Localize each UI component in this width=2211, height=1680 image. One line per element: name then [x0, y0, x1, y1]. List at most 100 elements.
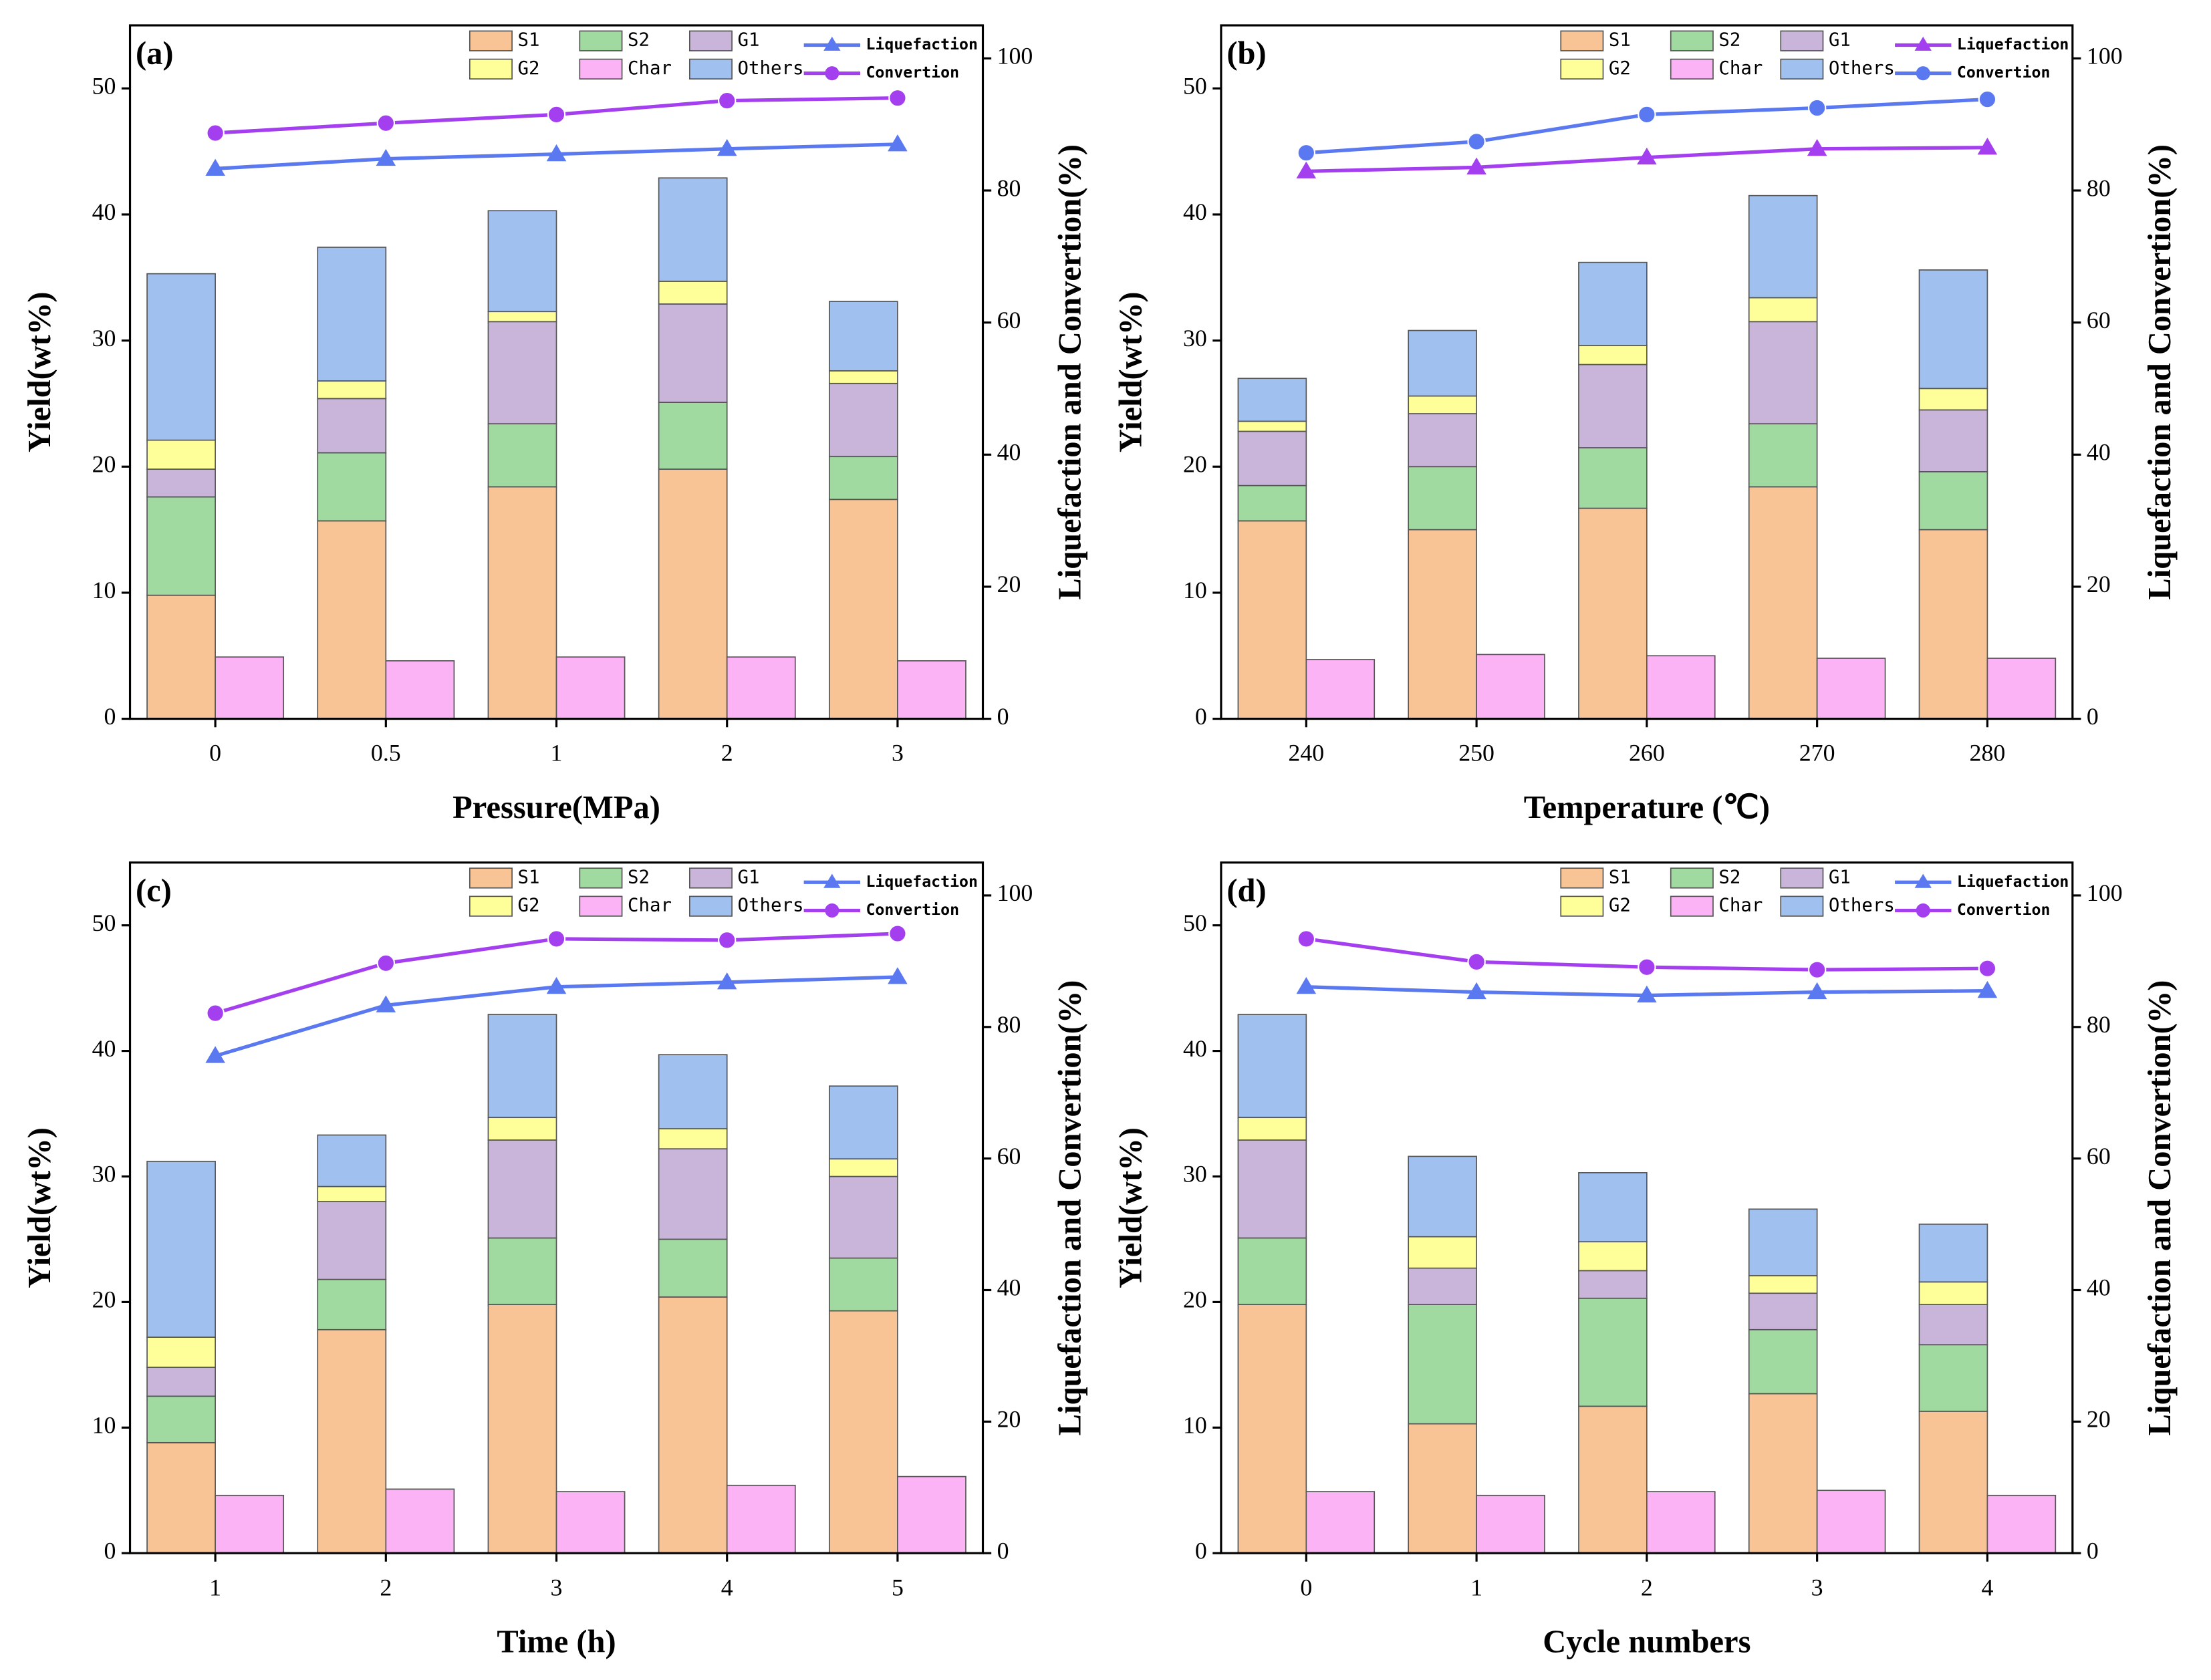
x-axis-title: Temperature (℃): [1524, 790, 1770, 825]
legend-label: S2: [1718, 867, 1740, 887]
y-tick-label: 0: [104, 703, 116, 730]
bar-segment: [146, 1161, 216, 1338]
bar-segment: [1578, 345, 1648, 366]
bar-segment: [487, 1117, 557, 1141]
legend-label: G1: [1829, 867, 1851, 887]
bar-segment: [317, 1201, 387, 1280]
legend-label: S1: [518, 867, 540, 887]
x-tick-label: 3: [551, 1574, 563, 1600]
y-tick-label: 30: [1183, 325, 1207, 352]
legend-label: S1: [1609, 30, 1631, 51]
y2-tick-label: 100: [997, 879, 1033, 906]
x-axis-title: Time (h): [497, 1624, 616, 1659]
y2-tick-label: 60: [2087, 307, 2111, 333]
bar: [555, 656, 626, 720]
legend-swatch: [1780, 867, 1824, 889]
legend-label: G2: [1609, 58, 1631, 79]
y-tick-label: 0: [104, 1537, 116, 1564]
bar-segment: [1748, 1275, 1818, 1294]
y-tick-label: 20: [1183, 1286, 1207, 1313]
bar-segment: [1918, 1344, 1988, 1412]
bar-segment: [1578, 507, 1648, 720]
bar-segment: [317, 380, 387, 400]
legend-marker: [1914, 873, 1932, 888]
bar: [726, 656, 796, 720]
bar-segment: [1237, 1117, 1307, 1141]
bar-segment: [658, 1128, 728, 1149]
bar: [1816, 1490, 1886, 1554]
y2-tick-label: 40: [2087, 439, 2111, 466]
legend-swatch: [1670, 58, 1714, 80]
bar-segment: [658, 303, 728, 403]
bar-segment: [1408, 395, 1477, 414]
bar: [1476, 1494, 1545, 1554]
bar-segment: [487, 210, 557, 313]
x-tick-label: 2: [1641, 1574, 1653, 1600]
panel-label: (c): [136, 873, 172, 908]
marker: [547, 930, 566, 948]
bar-segment: [1748, 321, 1818, 424]
legend-swatch: [579, 867, 623, 889]
legend-swatch: [1670, 895, 1714, 917]
y-tick-label: 30: [92, 325, 116, 352]
bar-segment: [828, 1085, 898, 1160]
legend-label: Char: [1718, 58, 1763, 79]
bar-segment: [146, 468, 216, 498]
legend-label: Liquefaction: [1957, 873, 2069, 891]
bar-segment: [658, 281, 728, 305]
bar-segment: [1578, 447, 1648, 509]
bar-segment: [1918, 269, 1988, 390]
marker: [1807, 98, 1827, 118]
bar-segment: [317, 247, 387, 382]
bar-segment: [317, 398, 387, 454]
bar-segment: [1578, 364, 1648, 448]
legend-swatch: [579, 30, 623, 51]
y-axis-title: Yield(wt%): [1113, 1127, 1148, 1288]
bar-segment: [1748, 1208, 1818, 1276]
bar: [215, 656, 285, 720]
panel-label: (b): [1226, 35, 1266, 71]
legend-swatch: [1780, 30, 1824, 51]
marker: [888, 924, 907, 943]
legend-marker: [825, 903, 839, 918]
marker: [888, 134, 908, 152]
legend-marker: [1916, 66, 1930, 81]
x-tick-label: 5: [892, 1574, 904, 1600]
bar-segment: [146, 273, 216, 441]
bar-segment: [658, 1054, 728, 1129]
legend-label: G1: [1829, 30, 1851, 51]
legend-marker: [825, 66, 839, 81]
y-tick-label: 30: [1183, 1161, 1207, 1187]
bar-segment: [1578, 1297, 1648, 1407]
bar-segment: [146, 439, 216, 470]
marker: [888, 88, 907, 108]
legend-marker: [823, 873, 841, 888]
legend-label: S2: [628, 30, 650, 51]
y2-axis-title: Liquefaction and Convertion(%): [1053, 144, 1088, 600]
bar-segment: [658, 1148, 728, 1240]
legend-label: Others: [1829, 58, 1895, 79]
bar-segment: [1748, 1393, 1818, 1554]
bar-segment: [828, 1158, 898, 1177]
bar-segment: [146, 1395, 216, 1443]
bar-segment: [487, 1304, 557, 1554]
bar: [897, 660, 966, 720]
y-tick-label: 40: [1183, 1035, 1207, 1062]
bar-segment: [1408, 529, 1477, 720]
bar: [215, 1494, 285, 1554]
bar: [1986, 1494, 2057, 1554]
bar: [1305, 659, 1376, 720]
panel: 0 10 20 30 40 50 0 20 40 60 80 100 1 2 3 4 5 (c) Time (h) Y…: [22, 861, 1088, 1659]
legend-label: Others: [738, 895, 804, 916]
bar-segment: [146, 594, 216, 720]
legend-swatch: [469, 895, 513, 917]
legend-swatch: [579, 58, 623, 80]
legend-label: G2: [1609, 895, 1631, 916]
bar-segment: [1918, 1411, 1988, 1554]
y2-tick-label: 100: [997, 43, 1033, 69]
legend-swatch: [469, 30, 513, 51]
bar-segment: [1748, 297, 1818, 323]
marker: [546, 977, 567, 994]
bar-segment: [1918, 409, 1988, 472]
legend-marker: [1914, 36, 1932, 51]
